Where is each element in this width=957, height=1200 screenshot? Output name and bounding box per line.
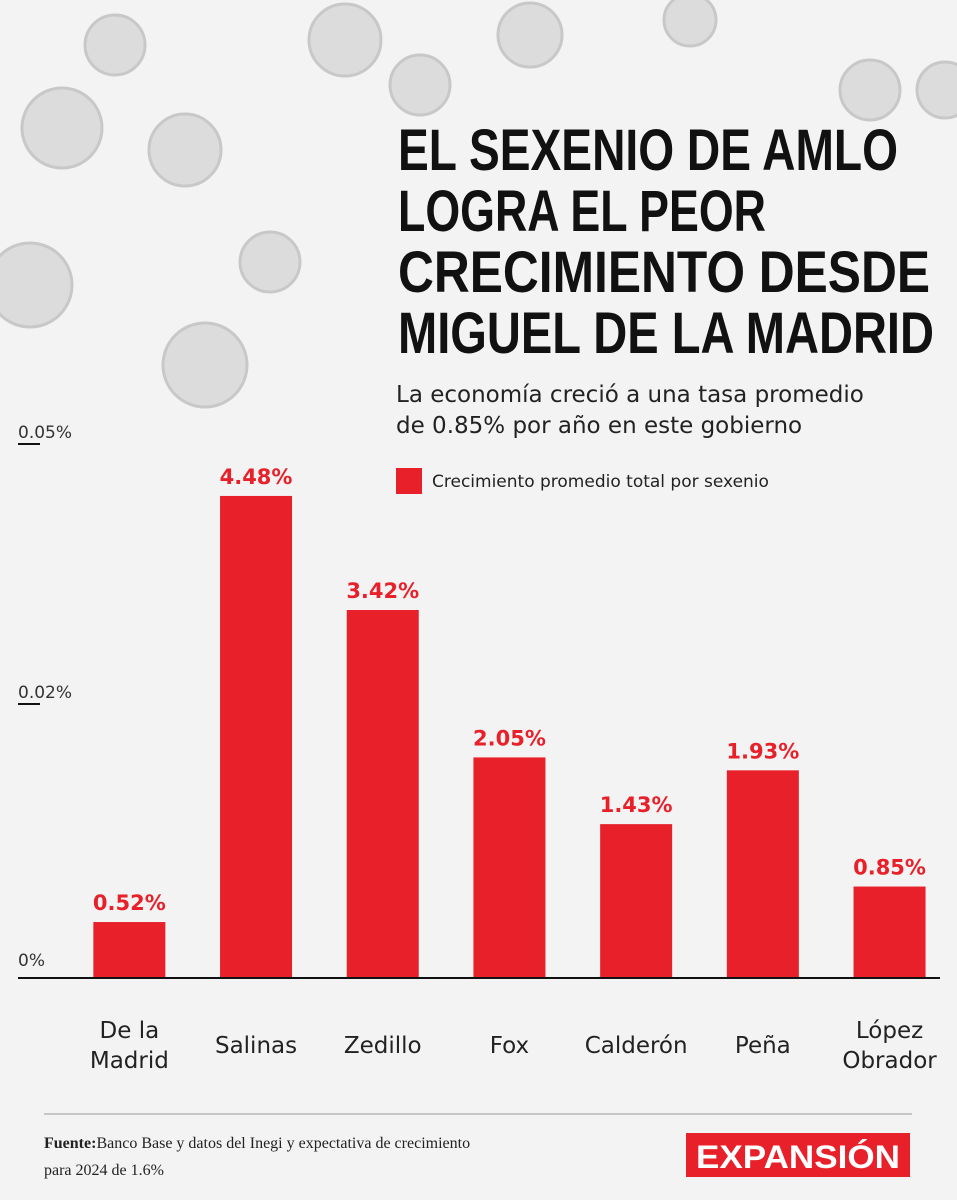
subtitle-line: de 0.85% por año en este gobierno: [396, 413, 802, 439]
bar: [346, 610, 419, 978]
title-line: MIGUEL DE LA MADRID: [398, 301, 934, 366]
bar: [93, 922, 166, 978]
title-line: LOGRA EL PEOR: [398, 179, 766, 244]
bar: [473, 757, 546, 978]
x-tick-label: Salinas: [214, 1033, 298, 1059]
x-tick-label: Zedillo: [343, 1033, 422, 1059]
value-label: 1.93%: [726, 739, 799, 763]
x-tick-label: Calderón: [584, 1033, 688, 1059]
value-label: 0.52%: [93, 891, 166, 915]
legend-swatch: [396, 468, 422, 494]
y-axis-label: 0%: [18, 951, 45, 971]
x-tick-label: De la Madrid: [89, 1018, 169, 1074]
bar: [220, 495, 293, 978]
source-text: Banco Base y datos del Inegi y expectati…: [44, 1135, 471, 1179]
bar: [726, 770, 799, 978]
y-axis-label: 0.05%: [18, 423, 72, 443]
bar: [853, 886, 926, 978]
value-label: 3.42%: [346, 579, 419, 603]
bar: [600, 824, 673, 978]
coin-decoration: [0, 0, 957, 409]
logo: EXPANSIÓN: [696, 1139, 900, 1175]
title-line: EL SEXENIO DE AMLO: [398, 118, 898, 183]
value-label: 2.05%: [473, 726, 546, 750]
legend-label: Crecimiento promedio total por sexenio: [432, 472, 769, 492]
logo-box: [686, 1133, 910, 1177]
y-axis-label: 0.02%: [18, 683, 72, 703]
source-label: Fuente:: [44, 1135, 97, 1152]
title-line: CRECIMIENTO DESDE: [398, 240, 930, 305]
value-label: 0.85%: [853, 856, 926, 880]
x-tick-label: Peña: [734, 1033, 791, 1059]
x-tick-label: Fox: [489, 1033, 530, 1059]
value-label: 1.43%: [600, 793, 673, 817]
x-tick-label: López Obrador: [842, 1018, 937, 1074]
subtitle-line: La economía creció a una tasa promedio: [396, 382, 864, 408]
source: Fuente:Banco Base y datos del Inegi y ex…: [44, 1130, 474, 1184]
value-label: 4.48%: [220, 465, 293, 489]
